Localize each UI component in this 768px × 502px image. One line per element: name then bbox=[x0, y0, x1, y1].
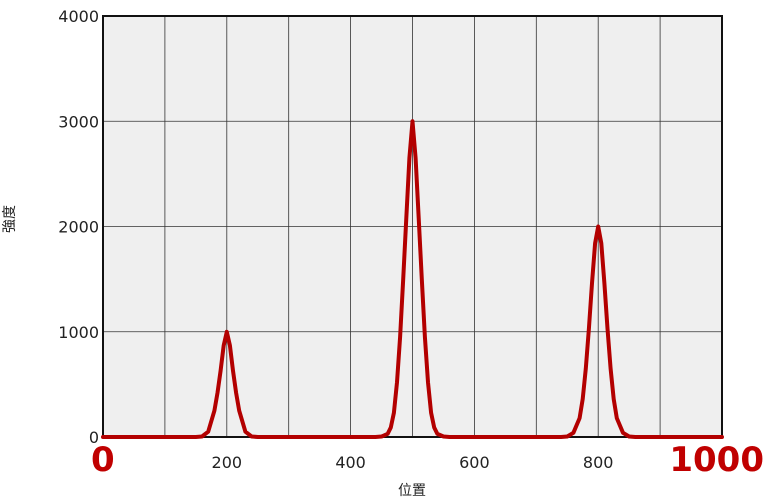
y-tick-label: 3000 bbox=[58, 112, 99, 131]
y-tick-label: 0 bbox=[89, 428, 99, 447]
x-tick-label-edge: 1000 bbox=[669, 440, 764, 480]
series-layer bbox=[101, 119, 724, 439]
y-axis-tick-labels: 0 1000 2000 3000 4000 bbox=[58, 7, 99, 447]
x-axis-tick-labels: 0 200 400 600 800 1000 bbox=[91, 440, 764, 480]
x-tick-label: 400 bbox=[335, 453, 366, 472]
y-axis-title: 強度 bbox=[2, 205, 18, 233]
y-tick-label: 1000 bbox=[58, 323, 99, 342]
y-tick-label: 4000 bbox=[58, 7, 99, 26]
x-tick-label-edge: 0 bbox=[91, 440, 115, 480]
x-axis-title: 位置 bbox=[398, 483, 426, 499]
y-tick-label: 2000 bbox=[58, 218, 99, 237]
x-tick-label: 200 bbox=[212, 453, 243, 472]
x-tick-label: 800 bbox=[583, 453, 614, 472]
series-line-1 bbox=[101, 119, 724, 439]
x-tick-label: 600 bbox=[459, 453, 490, 472]
plot-frame bbox=[102, 15, 723, 438]
